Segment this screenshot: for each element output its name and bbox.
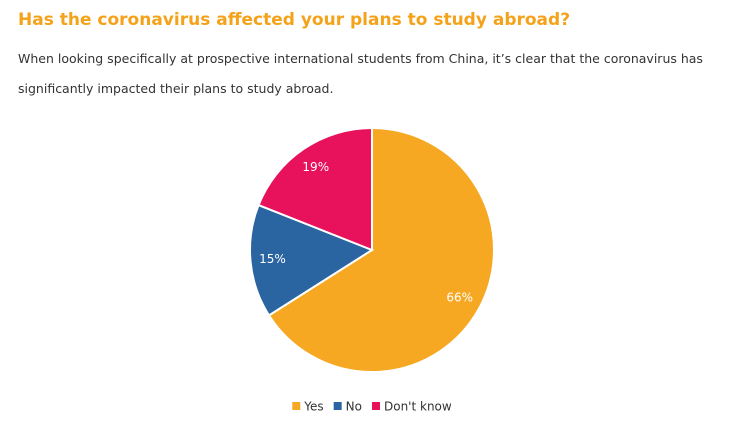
- pie-slice: [257, 126, 373, 252]
- legend-label: Don't know: [384, 400, 452, 414]
- legend-swatch: [333, 402, 342, 410]
- legend-label: Yes: [303, 400, 323, 414]
- pie-slice: [249, 203, 375, 317]
- pie-slice: [267, 126, 495, 373]
- value-label: 15%: [259, 252, 286, 266]
- value-label: 19%: [302, 160, 329, 174]
- value-label: 66%: [446, 291, 473, 305]
- legend-swatch: [292, 402, 301, 410]
- subtitle: When looking specifically at prospective…: [18, 51, 703, 96]
- legend-swatch: [371, 402, 380, 410]
- legend-label: No: [346, 400, 362, 414]
- title: Has the coronavirus affected your plans …: [18, 10, 571, 30]
